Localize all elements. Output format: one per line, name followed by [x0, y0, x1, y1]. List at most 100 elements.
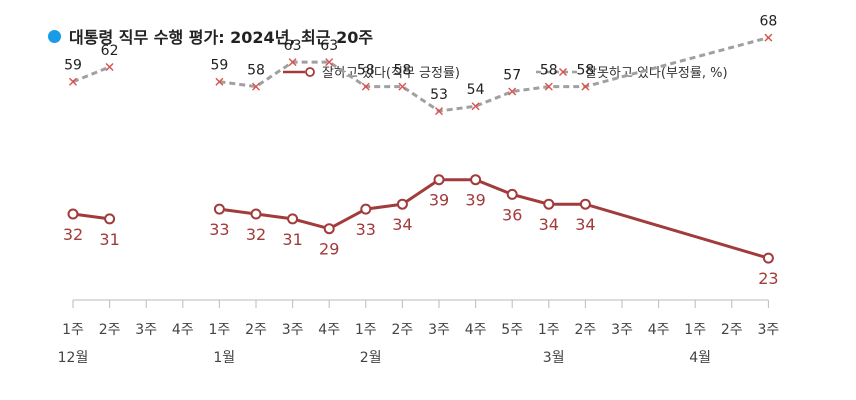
x-tick-label: 2주: [245, 322, 267, 338]
negative-data-label: 53: [430, 87, 448, 103]
legend-positive-marker: [305, 67, 315, 77]
positive-data-label: 34: [575, 215, 595, 234]
negative-point: [215, 77, 224, 86]
x-tick-label: 1주: [538, 322, 560, 338]
x-tick-label: 2주: [392, 322, 414, 338]
x-tick-label: 1주: [209, 322, 231, 338]
negative-point: [435, 107, 443, 116]
negative-point-stroke-b: [69, 77, 77, 86]
x-tick-label: 3주: [758, 322, 780, 338]
positive-data-label: 23: [758, 269, 778, 288]
x-tick-label: 1주: [62, 322, 84, 338]
positive-data-label: 34: [539, 215, 559, 234]
positive-data-label: 29: [319, 240, 339, 259]
positive-point: [762, 252, 774, 264]
positive-data-label: 34: [392, 215, 412, 234]
positive-data-label: 33: [356, 220, 376, 239]
negative-point-stroke-b: [581, 82, 590, 91]
x-tick-label: 4주: [465, 322, 487, 338]
negative-point: [398, 82, 407, 91]
chart-title: 대통령 직무 수행 평가: 2024년, 최근 20주: [48, 24, 373, 48]
positive-point: [104, 213, 116, 225]
positive-point: [67, 208, 79, 220]
negative-point-stroke-b: [544, 82, 553, 91]
negative-point-stroke-b: [252, 82, 260, 91]
positive-point: [543, 198, 555, 210]
legend-negative-label: 잘못하고 있다(부정률, %): [585, 66, 728, 81]
negative-point-stroke-b: [764, 33, 773, 42]
positive-data-label: 32: [246, 225, 266, 244]
negative-data-label: 68: [759, 14, 777, 30]
x-tick-label: 2주: [721, 322, 743, 338]
positive-point: [323, 223, 335, 235]
positive-point: [287, 213, 299, 225]
series-negative-line: [219, 36, 769, 113]
x-tick-label: 4주: [648, 322, 670, 338]
negative-data-label: 57: [503, 68, 521, 84]
series-positive-line: [72, 212, 110, 221]
negative-point-stroke-b: [435, 107, 443, 116]
positive-point: [506, 188, 518, 200]
legend-negative-marker: [559, 68, 567, 76]
x-tick-label: 3주: [282, 322, 304, 338]
series-positive-line: [219, 178, 769, 260]
negative-point-stroke-b: [508, 87, 517, 96]
negative-point: [105, 63, 114, 71]
negative-point-stroke-b: [471, 102, 480, 111]
month-label: 2월: [360, 350, 382, 366]
x-tick-label: 1주: [355, 322, 377, 338]
x-tick-label: 3주: [428, 322, 450, 338]
x-tick-label: 2주: [575, 322, 597, 338]
negative-point: [361, 82, 370, 91]
negative-data-label: 58: [247, 63, 265, 79]
positive-data-label: 39: [465, 191, 485, 210]
negative-data-label: 58: [393, 63, 411, 79]
negative-point-stroke-b: [361, 82, 370, 91]
legend-positive-label: 잘하고 있다(직무 긍정률): [322, 66, 460, 81]
positive-data-label: 36: [502, 205, 522, 224]
series-negative-line: [72, 65, 111, 84]
x-tick-label: 4주: [318, 322, 340, 338]
negative-data-label: 54: [467, 82, 485, 98]
month-label: 4월: [689, 350, 711, 366]
negative-point: [471, 102, 480, 111]
negative-data-label: 59: [64, 58, 82, 74]
month-label: 12월: [58, 350, 89, 366]
positive-point: [470, 174, 482, 186]
negative-data-label: 59: [210, 58, 228, 74]
negative-point-stroke-b: [215, 77, 224, 86]
negative-data-label: 58: [540, 63, 558, 79]
negative-data-label: 58: [576, 63, 594, 79]
positive-point: [213, 203, 225, 215]
negative-data-label: 58: [357, 63, 375, 79]
negative-point: [252, 82, 260, 91]
positive-point: [250, 208, 262, 220]
negative-point: [581, 82, 590, 91]
positive-point: [360, 203, 372, 215]
legend-negative-marker-stroke-b: [559, 68, 567, 76]
x-tick-label: 2주: [99, 322, 121, 338]
negative-point: [325, 58, 334, 67]
negative-point: [764, 33, 773, 42]
chart-title-text: 대통령 직무 수행 평가: 2024년, 최근 20주: [69, 28, 374, 47]
negative-data-label: 63: [284, 38, 302, 54]
positive-point: [433, 174, 445, 186]
positive-data-label: 39: [429, 191, 449, 210]
negative-point: [288, 58, 297, 67]
negative-point-stroke-b: [288, 58, 297, 67]
x-tick-label: 4주: [172, 322, 194, 338]
positive-data-label: 33: [209, 220, 229, 239]
negative-point: [508, 87, 517, 96]
positive-data-label: 31: [99, 230, 119, 249]
negative-data-label: 63: [320, 38, 338, 54]
negative-data-label: 62: [101, 43, 119, 59]
x-tick-label: 3주: [611, 322, 633, 338]
negative-point: [544, 82, 553, 91]
positive-point: [396, 198, 408, 210]
negative-point-stroke-b: [398, 82, 407, 91]
title-bullet-icon: [48, 29, 61, 43]
x-tick-label: 1주: [684, 322, 706, 338]
negative-point: [69, 77, 77, 86]
negative-point-stroke-b: [105, 63, 114, 71]
